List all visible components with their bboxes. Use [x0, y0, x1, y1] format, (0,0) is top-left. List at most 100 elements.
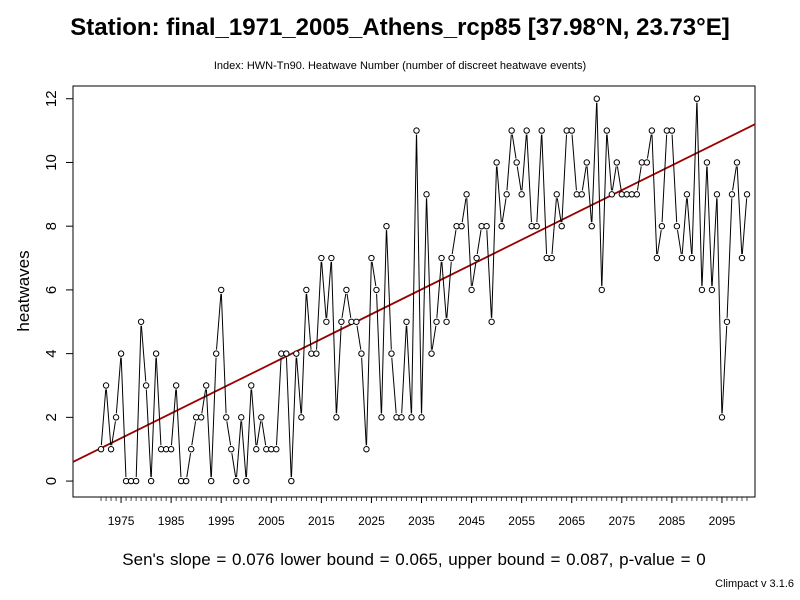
data-point: [678, 254, 686, 262]
series-segment: [426, 198, 432, 350]
x-tick-label: 1995: [208, 514, 235, 528]
data-point: [97, 446, 105, 453]
series-segment: [721, 325, 728, 414]
series-segment: [406, 325, 412, 414]
x-tick-label: 2025: [358, 514, 385, 528]
series-segment: [736, 166, 743, 255]
data-point: [648, 127, 656, 134]
series-segment: [256, 421, 262, 446]
data-point: [658, 222, 666, 230]
series-segment: [441, 261, 447, 318]
data-point: [328, 254, 335, 262]
data-point: [703, 159, 711, 166]
series-segment: [276, 357, 282, 446]
y-tick-label: 8: [43, 222, 60, 230]
data-point: [558, 222, 565, 230]
series-segment: [521, 134, 527, 191]
data-point: [503, 191, 510, 198]
data-point: [378, 414, 385, 421]
series-segment: [111, 421, 116, 446]
series-segment: [210, 357, 217, 478]
series-segment: [145, 389, 152, 478]
data-point: [583, 159, 590, 166]
plot-frame: [72, 85, 756, 498]
series-segment: [671, 134, 678, 223]
data-point: [688, 254, 696, 262]
series-segment: [677, 230, 682, 255]
data-point: [553, 191, 560, 198]
y-tick-label: 12: [43, 90, 60, 107]
series-segment: [486, 230, 492, 318]
data-point: [473, 254, 480, 262]
data-point: [107, 446, 115, 453]
data-point: [363, 446, 370, 453]
data-point: [238, 414, 245, 421]
series-layer: [97, 95, 751, 485]
x-tick-label: 2075: [608, 514, 635, 528]
data-point: [483, 222, 490, 230]
series-segment: [491, 166, 497, 318]
series-segment: [296, 357, 302, 414]
x-tick-label: 2085: [659, 514, 686, 528]
series-segment: [476, 230, 482, 255]
series-segment: [191, 421, 197, 446]
data-point: [513, 159, 520, 166]
series-segment: [501, 198, 507, 223]
data-point: [713, 191, 721, 198]
series-segment: [711, 198, 718, 286]
series-segment: [386, 230, 392, 350]
data-point: [668, 127, 676, 134]
series-segment: [506, 134, 512, 191]
data-point: [413, 127, 420, 134]
series-segment: [541, 134, 548, 255]
series-segment: [606, 134, 612, 191]
data-point: [418, 414, 425, 421]
series-segment: [356, 325, 362, 350]
data-point: [298, 414, 305, 421]
x-tick-label: 2045: [458, 514, 485, 528]
series-segment: [646, 134, 652, 159]
series-segment: [300, 293, 307, 414]
series-segment: [616, 166, 622, 191]
data-point: [303, 286, 310, 294]
series-segment: [451, 230, 457, 255]
data-point: [643, 159, 651, 166]
data-point: [388, 350, 395, 357]
axes: 1975 1985 1995 2005 2015 2025 2035 2045 2055 2065…: [43, 90, 748, 528]
series-segment: [732, 166, 737, 191]
series-segment: [461, 198, 467, 223]
series-segment: [216, 293, 222, 350]
series-segment: [376, 293, 382, 414]
data-point: [438, 254, 445, 262]
data-point: [568, 127, 575, 134]
data-point: [398, 414, 405, 421]
data-point: [187, 446, 195, 453]
data-point: [673, 222, 681, 230]
series-segment: [661, 134, 668, 223]
data-point: [333, 414, 340, 421]
data-point: [693, 95, 701, 102]
series-segment: [336, 325, 342, 414]
series-segment: [466, 198, 472, 286]
series-segment: [701, 166, 708, 286]
series-segment: [261, 421, 267, 446]
data-point: [213, 350, 220, 357]
data-point: [683, 191, 691, 198]
series-segment: [120, 357, 127, 478]
data-point: [202, 382, 210, 389]
x-tick-label: 2055: [508, 514, 535, 528]
series-segment: [516, 166, 522, 191]
series-segment: [105, 389, 112, 446]
data-point: [283, 350, 290, 357]
series-segment: [551, 198, 557, 255]
series-segment: [581, 166, 587, 191]
series-segment: [346, 293, 352, 318]
data-point: [608, 191, 615, 198]
series-segment: [231, 453, 237, 478]
data-point: [448, 254, 455, 262]
series-segment: [341, 293, 347, 318]
series-segment: [436, 261, 442, 318]
series-segment: [421, 198, 427, 414]
series-segment: [726, 198, 733, 318]
